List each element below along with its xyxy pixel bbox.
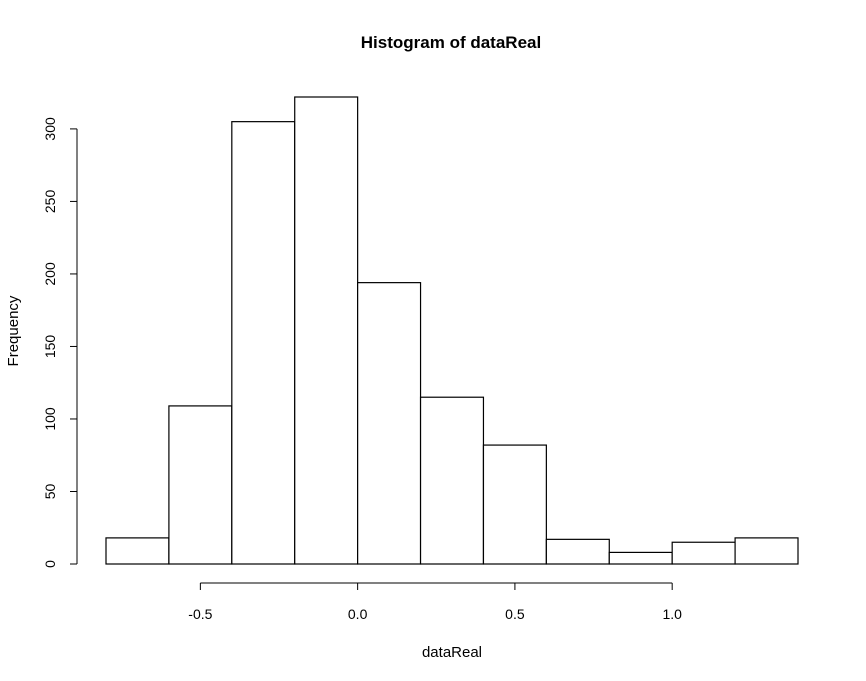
histogram-bar — [231, 121, 296, 565]
histogram-bar — [357, 282, 422, 565]
y-tick-label: 50 — [42, 483, 58, 499]
x-tick-label: -0.5 — [188, 606, 212, 622]
histogram-bar — [482, 444, 547, 565]
histogram-bar — [608, 551, 673, 565]
y-tick-label: 250 — [42, 190, 58, 214]
histogram-bar — [105, 537, 170, 565]
x-axis: -0.5 0.0 0.5 1.0 — [188, 582, 682, 622]
chart-title: Histogram of dataReal — [361, 33, 541, 52]
y-tick-label: 100 — [42, 407, 58, 431]
y-tick-label: 200 — [42, 262, 58, 286]
bars — [105, 96, 799, 565]
histogram-bar — [671, 541, 736, 565]
y-tick-label: 0 — [42, 560, 58, 568]
histogram-bar — [294, 96, 359, 565]
y-tick-label: 150 — [42, 335, 58, 359]
x-axis-label: dataReal — [422, 644, 482, 661]
y-axis-label: Frequency — [5, 295, 22, 366]
x-tick-label: 1.0 — [662, 606, 682, 622]
y-axis: 0 50 100 150 200 250 300 — [42, 117, 78, 568]
x-tick-label: 0.0 — [348, 606, 368, 622]
x-tick-label: 0.5 — [505, 606, 525, 622]
histogram-bar — [419, 396, 485, 565]
histogram-bar — [734, 537, 799, 565]
histogram-bar — [168, 405, 233, 565]
histogram-bar — [545, 538, 610, 565]
y-tick-label: 300 — [42, 117, 58, 141]
